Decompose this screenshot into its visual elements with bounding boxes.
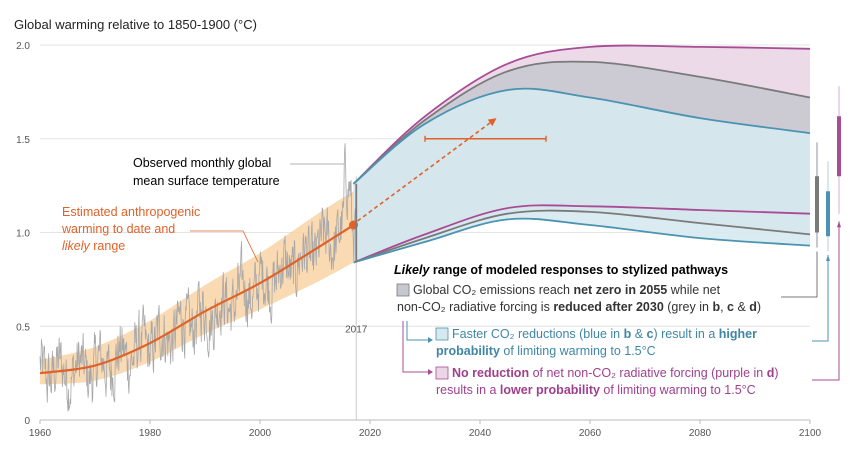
- purple-legend-line1: No reduction of net non-CO₂ radiative fo…: [452, 366, 779, 380]
- blue-upper-line: [352, 87, 811, 185]
- anthro-label-leader: [190, 230, 259, 263]
- anthro-label-line1: Estimated anthropogenic: [62, 205, 200, 219]
- legend-heading-rest: range of modeled responses to stylized p…: [429, 263, 728, 277]
- anthro-label-line2: warming to date and: [61, 222, 175, 236]
- purple-upper-line: [352, 44, 811, 185]
- y-axis: 0 0.5 1.0 1.5 2.0: [16, 41, 30, 427]
- y-tick-label: 2.0: [16, 41, 30, 52]
- legend-heading-italic: Likely: [394, 263, 430, 277]
- anthropogenic-annotation: Estimated anthropogenic warming to date …: [61, 205, 259, 263]
- observed-monthly-temperature: [39, 143, 357, 412]
- blue-legend-line2: probability of limiting warming to 1.5°C: [436, 344, 656, 358]
- legend-connectors: [402, 221, 841, 381]
- grey-upper-line: [352, 60, 811, 185]
- projection-arrow-head: [487, 118, 497, 127]
- anthropogenic-likely-band: [40, 191, 354, 385]
- anthro-label-line3: likely range: [62, 239, 125, 253]
- x-axis: 1960 1980 2000 2020 2040 2060 2080 2100: [29, 419, 822, 439]
- x-tick-label: 1980: [139, 428, 162, 439]
- x-tick-label: 2020: [359, 428, 382, 439]
- whisker-bars: [815, 86, 841, 252]
- blue-legend-line1: Faster CO₂ reductions (blue in b & c) re…: [452, 327, 757, 341]
- y-tick-label: 1.5: [16, 135, 30, 146]
- observed-annotation: Observed monthly global mean surface tem…: [133, 156, 344, 188]
- grey-legend-line2: non-CO₂ radiative forcing is reduced aft…: [397, 300, 761, 314]
- purple-bracket-arrowhead: [428, 369, 433, 375]
- pathway-bands: [352, 44, 811, 264]
- x-tick-label: 2100: [799, 428, 822, 439]
- observed-label-line2: mean surface temperature: [133, 174, 280, 188]
- blue-connector: [812, 255, 829, 342]
- x-tick-label: 2080: [689, 428, 712, 439]
- y-tick-label: 1.0: [16, 229, 30, 240]
- grey-legend-line1: Global CO₂ emissions reach net zero in 2…: [413, 283, 721, 297]
- pathways-legend: Likely range of modeled responses to sty…: [394, 263, 779, 397]
- blue-whisker-arrowhead: [826, 255, 830, 261]
- uncertainty-bar: [424, 135, 547, 142]
- blue-legend-bracket: [406, 321, 430, 341]
- purple-connector: [812, 221, 840, 381]
- x-tick-label: 2000: [249, 428, 272, 439]
- legend-heading: Likely range of modeled responses to sty…: [394, 263, 728, 277]
- purple-whisker-likely: [837, 116, 841, 177]
- x-tick-label: 2060: [579, 428, 602, 439]
- x-tick-label: 2040: [469, 428, 492, 439]
- grey-connector: [781, 251, 818, 298]
- grey-whisker-likely: [815, 176, 819, 233]
- x-tick-label: 1960: [29, 428, 52, 439]
- purple-legend-swatch: [435, 366, 449, 380]
- blue-whisker-likely: [826, 191, 830, 237]
- anthropogenic-warming-line: [39, 224, 355, 375]
- y-tick-label: 0.5: [16, 322, 30, 333]
- grey-legend-swatch: [396, 283, 410, 297]
- purple-whisker-arrowhead: [837, 221, 841, 228]
- anthro-likely-italic: likely: [62, 239, 91, 253]
- purple-legend-bracket: [402, 321, 430, 373]
- year-2017-label: 2017: [345, 324, 368, 335]
- anthro-range-text: range: [90, 239, 125, 253]
- purple-legend-line2: results in a lower probability of limiti…: [436, 383, 756, 397]
- blue-legend-swatch: [435, 327, 449, 341]
- purple-lower-line: [353, 204, 811, 264]
- observed-label-line1: Observed monthly global: [133, 156, 271, 170]
- grey-lower-line: [353, 209, 811, 264]
- y-tick-label: 0: [24, 416, 30, 427]
- blue-bracket-arrowhead: [428, 337, 433, 343]
- blue-lower-line: [353, 217, 811, 264]
- chart-title: Global warming relative to 1850-1900 (°C…: [14, 17, 257, 32]
